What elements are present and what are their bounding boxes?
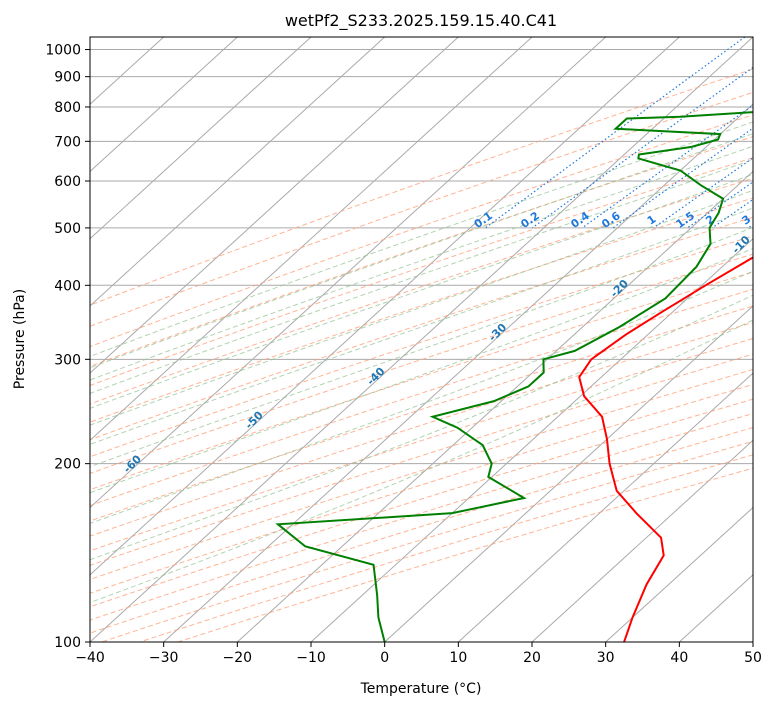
dry-adiabat-line [90,427,753,634]
isotherm-line [236,170,753,642]
y-tick-label: 100 [54,635,81,651]
mixing-ratio-line [484,37,746,229]
moist-adiabat-line [90,207,753,445]
x-tick-label: 10 [449,650,467,666]
moist-adiabat-line [90,145,753,381]
temperature-profile-line [578,256,753,642]
y-tick-label: 600 [54,174,81,190]
isotherm-line [90,37,607,509]
isotherm-line [531,439,753,642]
isotherm-line [90,37,312,240]
mixing-ratio-line [653,157,753,229]
isotherm-line [90,37,680,576]
moist-adiabat-line [90,294,753,561]
dry-adiabat-line [90,353,753,566]
moist-adiabat-line [90,121,753,357]
x-tick-label: −10 [296,650,326,666]
isotherm-line [90,37,533,442]
isotherm-line [163,103,753,642]
dry-adiabat-line [90,271,753,491]
x-tick-label: 40 [670,650,688,666]
moist-adiabat-line [90,270,753,524]
isotherm-line [90,37,753,642]
dry-adiabat-line [90,412,753,621]
moist-adiabat-line [90,247,753,494]
dry-adiabat-line [90,216,753,441]
mixing-ratio-line [581,104,753,229]
y-tick-label: 1000 [45,43,81,59]
dry-adiabat-line [90,235,753,458]
dry-adiabat-line [90,177,753,405]
moist-adiabat-line [90,319,753,604]
isotherm-line [90,37,238,173]
moist-adiabat-line [90,173,753,409]
isotherm-line [384,305,753,642]
dry-adiabat-line [90,337,753,552]
isotherm-line [90,37,386,307]
dry-adiabat-line [101,440,753,642]
moist-adiabat-line [90,189,753,426]
dry-adiabat-line [177,467,753,642]
y-tick-label: 300 [54,352,81,368]
dry-adiabat-line [90,305,753,522]
x-tick-label: 20 [523,650,541,666]
moist-adiabat-line [90,226,753,468]
x-tick-label: −40 [75,650,105,666]
y-axis-label: Pressure (hPa) [12,289,28,389]
chart-title: wetPf2_S233.2025.159.15.40.C41 [285,11,557,31]
x-tick-label: 50 [744,650,762,666]
x-tick-label: 0 [380,650,389,666]
x-tick-label: −30 [149,650,179,666]
y-tick-label: 400 [54,278,81,294]
dry-adiabat-line [90,253,753,474]
x-axis-label: Temperature (°C) [360,681,482,697]
x-tick-label: 30 [597,650,615,666]
y-tick-label: 500 [54,221,81,237]
y-tick-label: 800 [54,100,81,116]
dry-adiabat-line [90,136,753,367]
axes: −40 −30 −20 −10 0 10 20 30 40 50 1000 900 800 700 600 5… [45,43,762,666]
isotherm-line [90,37,459,374]
y-tick-label: 200 [54,457,81,473]
y-tick-label: 900 [54,70,81,86]
dry-adiabat-line [139,454,753,642]
x-tick-label: −20 [223,650,253,666]
plot-frame [89,36,754,643]
y-tick-label: 700 [54,134,81,150]
mixing-ratio-line [612,127,753,229]
plot-area: 0.10.20.40.611.52346810131620253036-100-… [90,37,753,642]
isotherm-line [605,506,753,642]
dewpoint-profile-line [275,111,753,642]
isotherm-line [457,372,753,642]
moist-adiabat-line [90,133,753,369]
